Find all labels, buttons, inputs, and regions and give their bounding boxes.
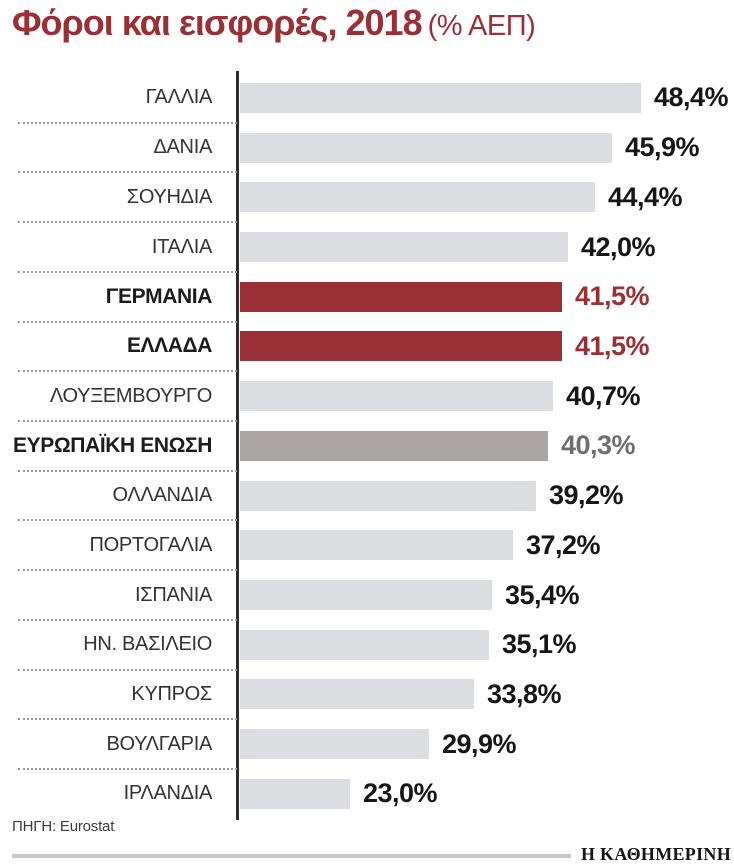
footer: Η ΚΑΘΗΜΕΡΙΝΗ xyxy=(12,844,731,865)
row-separator xyxy=(18,370,237,373)
country-label: ΙΣΠΑΝΙΑ xyxy=(135,583,212,606)
bar-row: ΓΑΛΛΙΑ 48,4% xyxy=(0,73,734,124)
bar-row: ΙΣΠΑΝΙΑ 35,4% xyxy=(0,570,734,621)
value-label: 40,7% xyxy=(566,380,641,411)
bar-row: ΓΕΡΜΑΝΙΑ 41,5% xyxy=(0,272,734,323)
chart-title: Φόροι και εισφορές, 2018 xyxy=(12,2,423,43)
source-note: ΠΗΓΗ: Eurostat xyxy=(12,818,115,835)
row-separator xyxy=(18,718,237,721)
value-bar xyxy=(240,232,568,263)
row-separator xyxy=(18,768,237,771)
value-bar xyxy=(240,778,350,809)
baseline-axis xyxy=(236,71,239,820)
country-label: ΛΟΥΞΕΜΒΟΥΡΓΟ xyxy=(49,384,212,407)
row-separator xyxy=(18,668,237,671)
row-separator xyxy=(18,171,237,174)
bar-row: ΠΟΡΤΟΓΑΛΙΑ 37,2% xyxy=(0,520,734,572)
bar-row: ΕΛΛΑΔΑ 41,5% xyxy=(0,322,734,373)
value-label: 35,4% xyxy=(505,579,580,610)
value-bar xyxy=(240,530,513,561)
country-label: ΚΥΠΡΟΣ xyxy=(131,682,212,705)
row-separator xyxy=(18,519,237,522)
chart-title-unit: (% ΑΕΠ) xyxy=(427,10,536,42)
row-separator xyxy=(18,469,237,472)
country-label: ΠΟΡΤΟΓΑΛΙΑ xyxy=(89,533,212,556)
value-bar xyxy=(240,281,562,312)
value-bar xyxy=(240,729,429,760)
country-label: ΟΛΛΑΝΔΙΑ xyxy=(112,484,212,507)
value-label: 41,5% xyxy=(575,281,650,312)
country-label: ΙΡΛΑΝΔΙΑ xyxy=(123,782,213,805)
row-separator xyxy=(18,420,237,423)
bar-row: ΛΟΥΞΕΜΒΟΥΡΓΟ 40,7% xyxy=(0,371,734,423)
value-bar xyxy=(240,580,492,611)
country-label: ΔΑΝΙΑ xyxy=(153,136,212,159)
bar-row: ΙΡΛΑΝΔΙΑ 23,0% xyxy=(0,769,734,819)
country-label: ΕΥΡΩΠΑΪΚΗ ΕΝΩΣΗ xyxy=(13,433,212,457)
value-bar xyxy=(240,679,474,710)
country-label: ΓΑΛΛΙΑ xyxy=(145,86,213,109)
value-bar xyxy=(240,430,548,461)
bar-row: ΒΟΥΛΓΑΡΙΑ 29,9% xyxy=(0,719,734,771)
value-bar xyxy=(240,381,553,412)
value-label: 35,1% xyxy=(502,629,577,660)
country-label: ΣΟΥΗΔΙΑ xyxy=(126,185,213,208)
value-label: 37,2% xyxy=(526,529,601,560)
value-label: 42,0% xyxy=(581,231,656,262)
value-bar xyxy=(240,331,562,362)
row-separator xyxy=(18,121,237,124)
bar-row: ΕΥΡΩΠΑΪΚΗ ΕΝΩΣΗ 40,3% xyxy=(0,421,734,472)
country-label: ΓΕΡΜΑΝΙΑ xyxy=(105,284,213,308)
country-label: ΗΝ. ΒΑΣΙΛΕΙΟ xyxy=(83,633,212,656)
country-label: ΒΟΥΛΓΑΡΙΑ xyxy=(106,732,212,755)
row-separator xyxy=(18,320,237,323)
chart-header: Φόροι και εισφορές, 2018 (% ΑΕΠ) xyxy=(12,2,536,44)
value-label: 45,9% xyxy=(625,132,700,163)
country-label: ΕΛΛΑΔΑ xyxy=(126,334,212,358)
value-bar xyxy=(240,182,595,213)
value-label: 29,9% xyxy=(442,728,517,759)
bar-chart: ΓΑΛΛΙΑ 48,4% ΔΑΝΙΑ 45,9% ΣΟΥΗΔΙΑ 44,4% Ι… xyxy=(0,71,734,820)
value-label: 40,3% xyxy=(561,430,636,461)
footer-divider xyxy=(12,854,571,858)
value-bar xyxy=(240,132,612,163)
row-separator xyxy=(18,221,237,224)
value-label: 23,0% xyxy=(363,778,438,809)
value-label: 41,5% xyxy=(575,330,650,361)
row-separator xyxy=(18,569,237,572)
bar-row: ΗΝ. ΒΑΣΙΛΕΙΟ 35,1% xyxy=(0,620,734,671)
value-bar xyxy=(240,480,536,511)
country-label: ΙΤΑΛΙΑ xyxy=(151,235,212,258)
row-separator xyxy=(18,618,237,621)
value-label: 33,8% xyxy=(487,678,562,709)
value-bar xyxy=(240,629,489,660)
value-label: 48,4% xyxy=(654,82,729,113)
bar-row: ΚΥΠΡΟΣ 33,8% xyxy=(0,670,734,721)
value-label: 44,4% xyxy=(608,181,683,212)
row-separator xyxy=(18,270,237,273)
bar-row: ΔΑΝΙΑ 45,9% xyxy=(0,123,734,174)
value-bar xyxy=(240,82,641,113)
bar-row: ΟΛΛΑΝΔΙΑ 39,2% xyxy=(0,471,734,522)
value-label: 39,2% xyxy=(549,480,624,511)
bar-row: ΣΟΥΗΔΙΑ 44,4% xyxy=(0,172,734,224)
bar-rows-container: ΓΑΛΛΙΑ 48,4% ΔΑΝΙΑ 45,9% ΣΟΥΗΔΙΑ 44,4% Ι… xyxy=(0,73,734,819)
publisher-logo: Η ΚΑΘΗΜΕΡΙΝΗ xyxy=(580,844,731,864)
bar-row: ΙΤΑΛΙΑ 42,0% xyxy=(0,222,734,273)
